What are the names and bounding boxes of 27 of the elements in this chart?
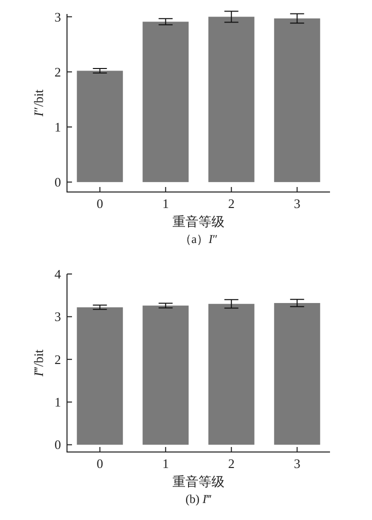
- x-tick-label: 2: [228, 456, 235, 471]
- x-axis-title: 重音等级: [172, 474, 224, 489]
- y-axis-title: I‴/bit: [31, 349, 46, 378]
- y-tick-label: 4: [54, 266, 62, 282]
- x-tick-label: 3: [294, 456, 300, 471]
- bar: [76, 70, 123, 182]
- text: （a）I″: [179, 232, 218, 246]
- y-tick-label: 2: [54, 352, 61, 367]
- y-tick-label: 3: [54, 309, 61, 324]
- x-tick-label: 1: [162, 196, 169, 211]
- y-tick-label: 1: [54, 119, 61, 134]
- y-tick-label: 0: [54, 437, 61, 452]
- bar: [142, 22, 189, 182]
- y-tick-label: 2: [54, 64, 61, 80]
- y-tick-label: 3: [54, 9, 61, 24]
- x-tick-label: 1: [162, 456, 169, 471]
- y-tick-label: 1: [54, 394, 61, 410]
- x-axis-title: 重音等级: [172, 214, 224, 229]
- bar: [274, 18, 320, 182]
- text: (b) I‴: [186, 492, 212, 506]
- bar: [208, 16, 254, 182]
- y-tick-label: 0: [54, 174, 61, 190]
- x-tick-label: 0: [96, 196, 104, 211]
- x-tick-label: 0: [96, 456, 104, 471]
- y-axis-title: I″/bit: [31, 89, 46, 118]
- x-tick-label: 3: [294, 196, 300, 211]
- x-tick-label: 2: [228, 196, 235, 211]
